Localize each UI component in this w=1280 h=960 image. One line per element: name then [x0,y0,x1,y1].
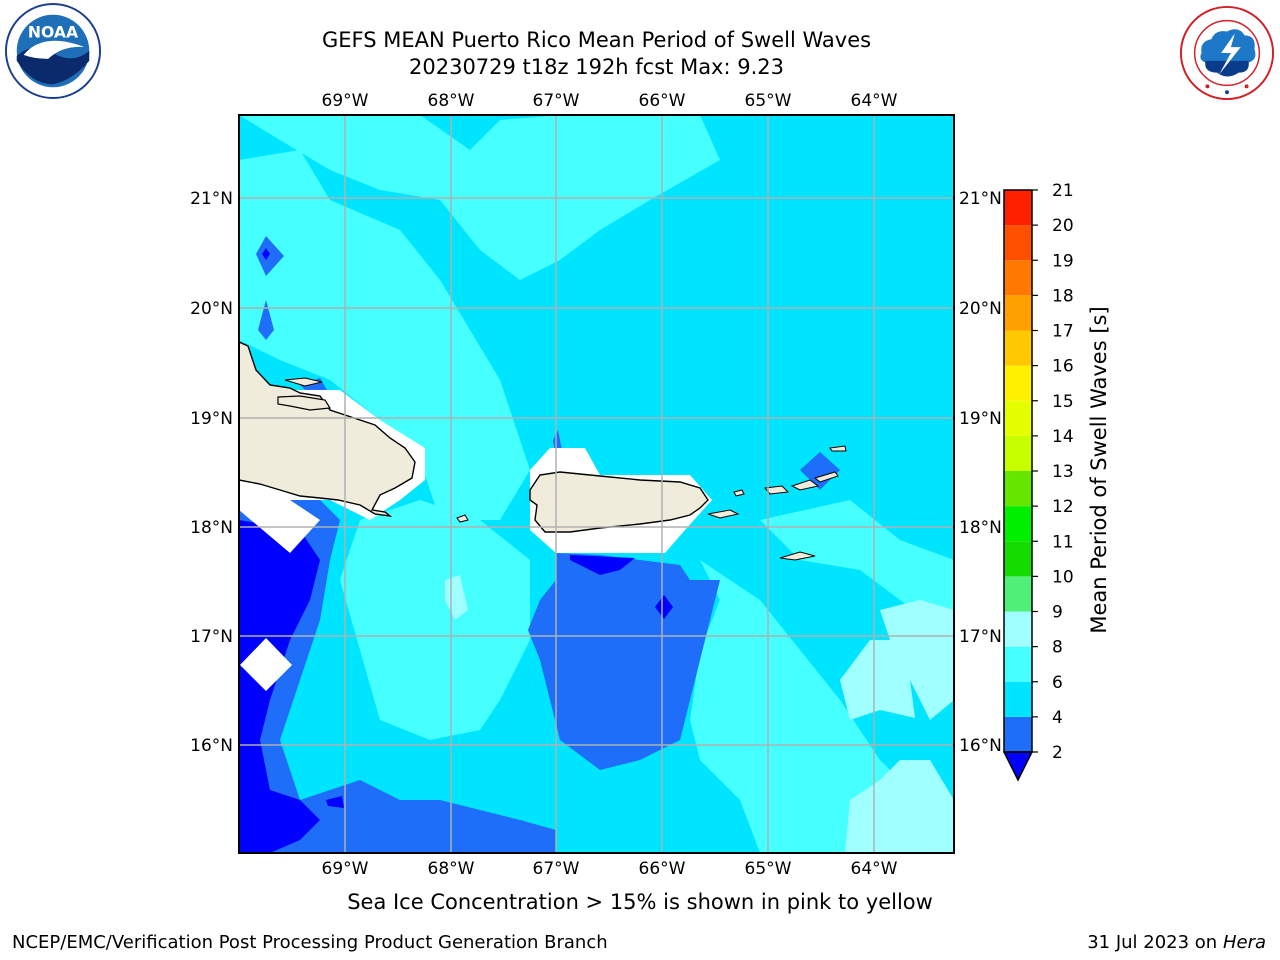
lon-label: 68°W [428,91,475,111]
footer-machine: Hera [1222,932,1266,953]
lon-label: 69°W [322,859,369,879]
mona-island [456,514,469,523]
lat-label: 16°N [190,736,233,756]
lon-label: 64°W [851,859,898,879]
map-subtitle: 20230729 t18z 192h fcst Max: 9.23 [409,55,784,79]
lat-label: 17°N [190,627,233,647]
lat-label: 20°N [190,299,233,319]
colorbar-segment [1004,400,1032,436]
nws-emblem-icon [1179,5,1275,101]
colorbar-tick-label: 10 [1052,567,1074,587]
lon-label: 67°W [533,91,580,111]
colorbar-tick-label: 11 [1052,532,1074,552]
colorbar-tick-label: 16 [1052,357,1074,377]
colorbar-tick-label: 6 [1052,673,1063,693]
gonave-islet [284,377,323,387]
colorbar-segment [1004,541,1032,577]
lon-label: 67°W [533,859,580,879]
colorbar-tick-label: 2 [1052,743,1063,763]
lat-label: 21°N [959,189,1002,209]
colorbar-segment [1004,190,1032,226]
lat-label: 18°N [959,518,1002,538]
noaa-emblem-icon: NOAA [4,2,102,100]
colorbar-tick-label: 8 [1052,638,1063,658]
colorbar-segment [1004,225,1032,261]
footer-producer: NCEP/EMC/Verification Post Processing Pr… [12,932,608,953]
colorbar-tick-label: 9 [1052,603,1063,623]
colorbar-segment [1004,471,1032,507]
swell-field-8-9 [445,575,954,853]
tortuga-island [277,395,332,411]
culebra-island [733,489,745,497]
lat-label: 19°N [959,409,1002,429]
footer-date-text: 31 Jul 2023 on [1087,932,1218,953]
lat-label: 19°N [190,409,233,429]
lat-label: 18°N [190,518,233,538]
virgin-islands-2 [790,479,820,491]
lon-label: 64°W [851,91,898,111]
virgin-islands-3 [813,471,839,483]
lon-label: 68°W [428,859,475,879]
graticule [239,115,954,853]
map-plot-area [239,115,954,853]
colorbar-ticks: 2 4 6 8 9 10 11 12 13 14 15 16 17 18 19 20 21 [1032,181,1074,763]
map-title: GEFS MEAN Puerto Rico Mean Period of Swe… [321,28,872,52]
lat-labels-right: 21°N 20°N 19°N 18°N 17°N 16°N [959,189,1002,756]
colorbar-tick-label: 18 [1052,286,1074,306]
lat-label: 21°N [190,189,233,209]
lon-labels-bottom: 69°W 68°W 67°W 66°W 65°W 64°W [322,859,898,879]
colorbar-label: Mean Period of Swell Waves [s] [1087,306,1111,633]
lat-label: 17°N [959,627,1002,647]
colorbar [1002,189,1034,782]
lat-label: 20°N [959,299,1002,319]
lat-labels-left: 21°N 20°N 19°N 18°N 17°N 16°N [190,189,233,756]
vieques-island [707,509,740,519]
nws-logo [1178,4,1276,106]
colorbar-segment [1004,611,1032,647]
colorbar-segment [1004,330,1032,366]
colorbar-tick-label: 14 [1052,427,1074,447]
colorbar-tick-label: 20 [1052,216,1074,236]
footer-date: 31 Jul 2023 on Hera [1087,932,1266,953]
lon-label: 69°W [322,91,369,111]
colorbar-tick-label: 13 [1052,462,1074,482]
colorbar-segment [1004,716,1032,752]
map-frame [238,114,955,854]
lon-labels-top: 69°W 68°W 67°W 66°W 65°W 64°W [322,91,898,111]
colorbar-segment [1004,646,1032,682]
colorbar-tick-label: 19 [1052,251,1074,271]
st-croix-island [779,551,816,561]
colorbar-tick-label: 4 [1052,708,1063,728]
colorbar-extend-triangle [1002,751,1034,782]
hispaniola-land [239,341,416,518]
lon-label: 65°W [745,859,792,879]
lon-label: 66°W [639,859,686,879]
noaa-logo-text: NOAA [28,22,79,41]
colorbar-segment [1004,365,1032,401]
swell-field-2-4 [239,248,673,853]
colorbar-segment [1004,295,1032,331]
colorbar-segment [1004,435,1032,471]
colorbar-tick-label: 17 [1052,322,1074,342]
lon-label: 66°W [639,91,686,111]
colorbar-segment [1004,260,1032,296]
lon-label: 65°W [745,91,792,111]
colorbar-tick-label: 15 [1052,392,1074,412]
colorbar-segment [1004,576,1032,612]
colorbar-segment [1004,506,1032,542]
noaa-logo: NOAA [4,2,102,104]
colorbar-tick-label: 21 [1052,181,1074,201]
sea-ice-note: Sea Ice Concentration > 15% is shown in … [347,890,933,914]
puerto-rico-land [529,471,709,533]
colorbar-tick-label: 12 [1052,497,1074,517]
anegada-island [829,445,847,452]
colorbar-segment [1004,681,1032,717]
lat-label: 16°N [959,736,1002,756]
